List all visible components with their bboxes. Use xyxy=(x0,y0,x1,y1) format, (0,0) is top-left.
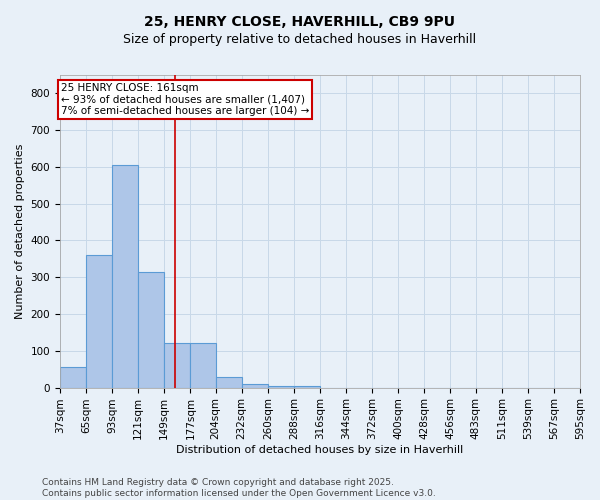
Bar xyxy=(164,344,190,388)
Bar xyxy=(268,386,294,388)
Bar xyxy=(215,376,242,388)
Bar xyxy=(86,255,112,388)
X-axis label: Distribution of detached houses by size in Haverhill: Distribution of detached houses by size … xyxy=(176,445,464,455)
Text: Contains HM Land Registry data © Crown copyright and database right 2025.
Contai: Contains HM Land Registry data © Crown c… xyxy=(42,478,436,498)
Bar xyxy=(294,386,320,388)
Text: 25 HENRY CLOSE: 161sqm
← 93% of detached houses are smaller (1,407)
7% of semi-d: 25 HENRY CLOSE: 161sqm ← 93% of detached… xyxy=(61,83,309,116)
Bar xyxy=(242,384,268,388)
Text: Size of property relative to detached houses in Haverhill: Size of property relative to detached ho… xyxy=(124,32,476,46)
Bar xyxy=(60,368,86,388)
Bar xyxy=(112,165,138,388)
Y-axis label: Number of detached properties: Number of detached properties xyxy=(15,144,25,319)
Bar xyxy=(190,344,217,388)
Text: 25, HENRY CLOSE, HAVERHILL, CB9 9PU: 25, HENRY CLOSE, HAVERHILL, CB9 9PU xyxy=(145,15,455,29)
Bar xyxy=(138,272,164,388)
